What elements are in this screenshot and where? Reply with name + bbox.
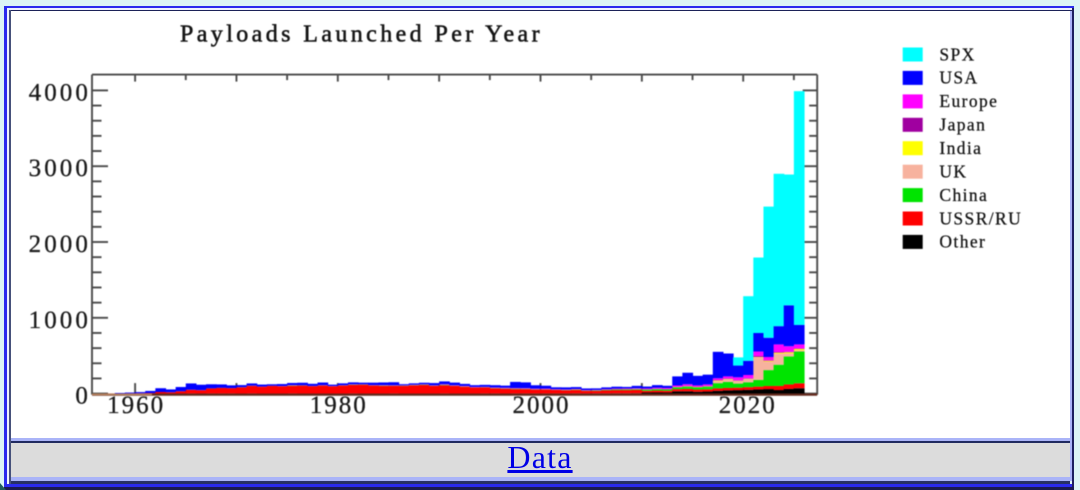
svg-text:USSR/RU: USSR/RU	[939, 208, 1022, 228]
svg-text:China: China	[939, 185, 988, 205]
svg-text:USA: USA	[939, 68, 978, 88]
svg-text:2000: 2000	[513, 392, 571, 419]
svg-text:1000: 1000	[29, 307, 91, 334]
svg-text:Payloads Launched Per Year: Payloads Launched Per Year	[180, 22, 543, 48]
svg-text:2020: 2020	[719, 392, 777, 419]
svg-text:4000: 4000	[29, 79, 91, 106]
svg-text:Other: Other	[939, 232, 986, 252]
svg-text:Japan: Japan	[939, 115, 986, 135]
svg-text:India: India	[939, 138, 982, 158]
svg-text:UK: UK	[939, 162, 967, 182]
svg-text:1980: 1980	[310, 392, 368, 419]
svg-text:3000: 3000	[29, 155, 91, 182]
svg-text:1960: 1960	[107, 392, 165, 419]
svg-text:SPX: SPX	[939, 44, 975, 64]
svg-text:Europe: Europe	[939, 91, 998, 111]
svg-text:0: 0	[75, 383, 91, 410]
svg-text:2000: 2000	[29, 231, 91, 258]
